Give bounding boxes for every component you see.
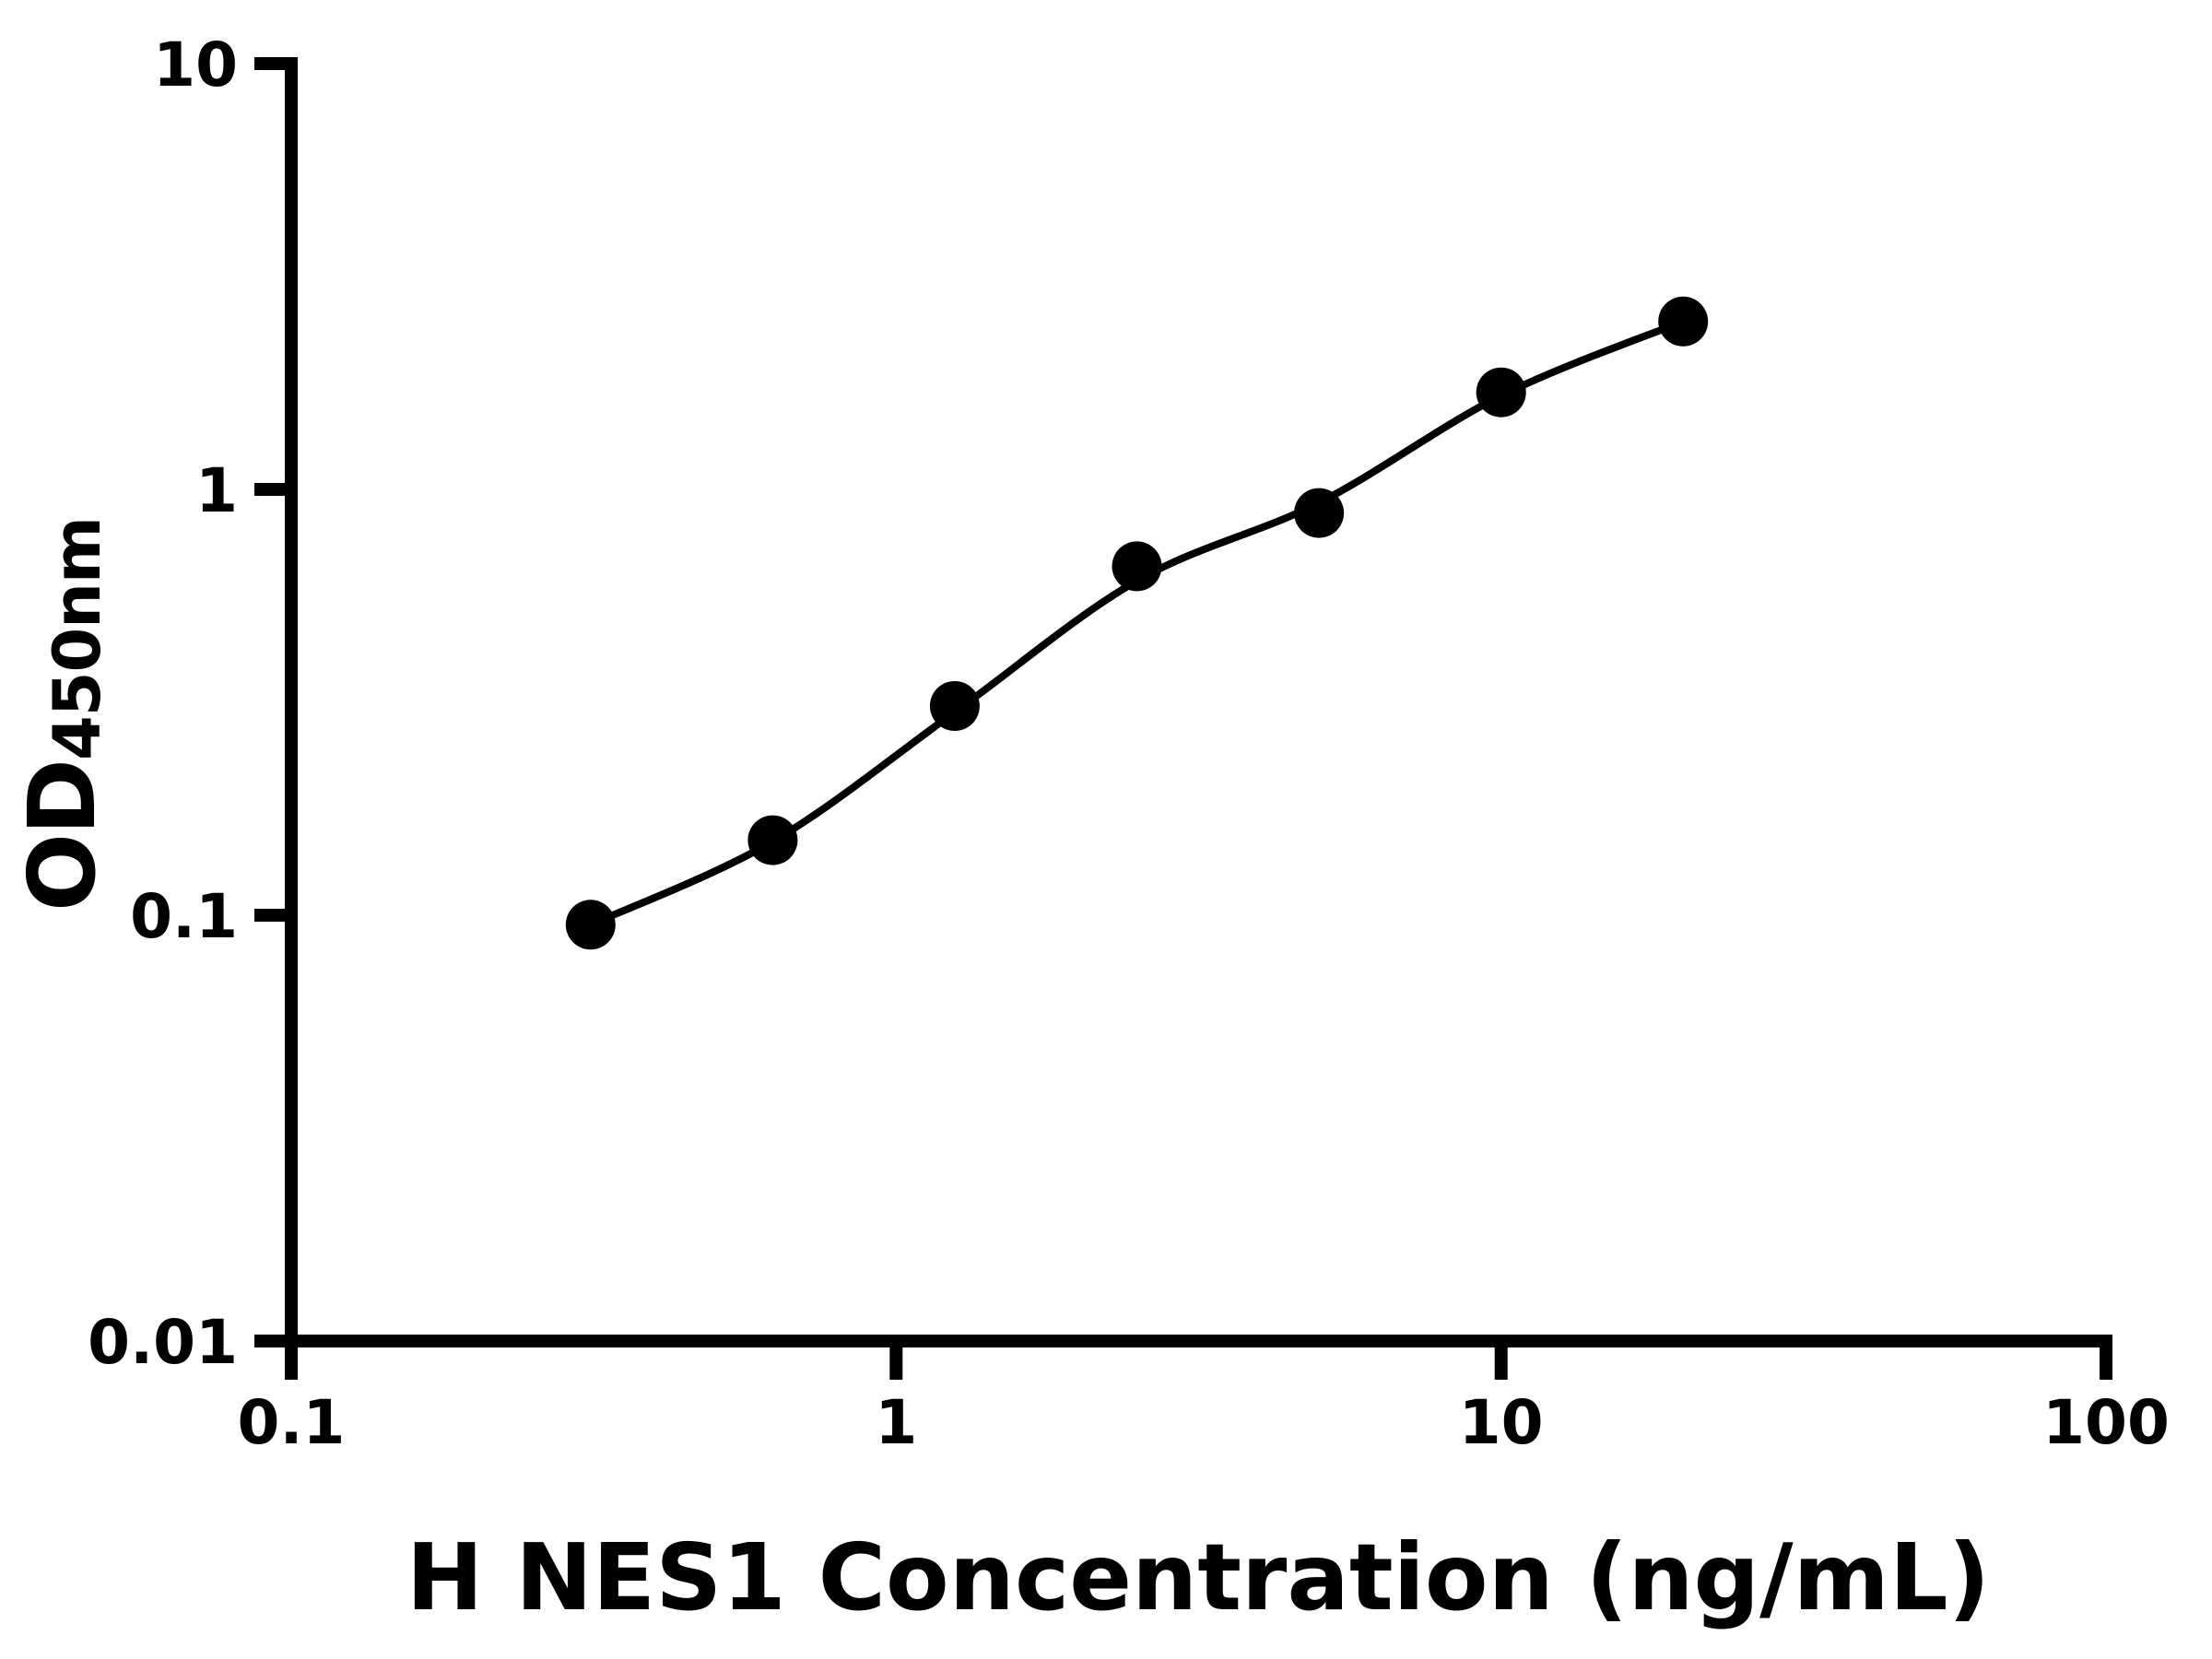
x-tick-label-0.1: 0.1 [237, 1387, 346, 1458]
y-axis-title: OD450nm [8, 517, 124, 912]
data-point [1476, 367, 1526, 418]
x-tick-label-100: 100 [2042, 1387, 2170, 1458]
y-tick-label-1: 1 [195, 455, 238, 526]
x-tick-label-1: 1 [875, 1387, 918, 1458]
x-tick-label-10: 10 [1458, 1387, 1544, 1458]
data-point [747, 815, 798, 865]
y-axis-title-subscript: 450nm [40, 517, 115, 760]
x-axis-title: H NES1 Concentration (ng/mL) [406, 1524, 1991, 1631]
data-point [1658, 296, 1709, 347]
data-point [565, 900, 616, 950]
y-tick-label-0.01: 0.01 [88, 1307, 238, 1378]
y-tick-label-0.1: 0.1 [130, 881, 238, 952]
y-tick-label-10: 10 [153, 29, 238, 100]
data-point [1112, 541, 1162, 592]
data-point [1294, 488, 1345, 538]
data-point [929, 681, 980, 731]
